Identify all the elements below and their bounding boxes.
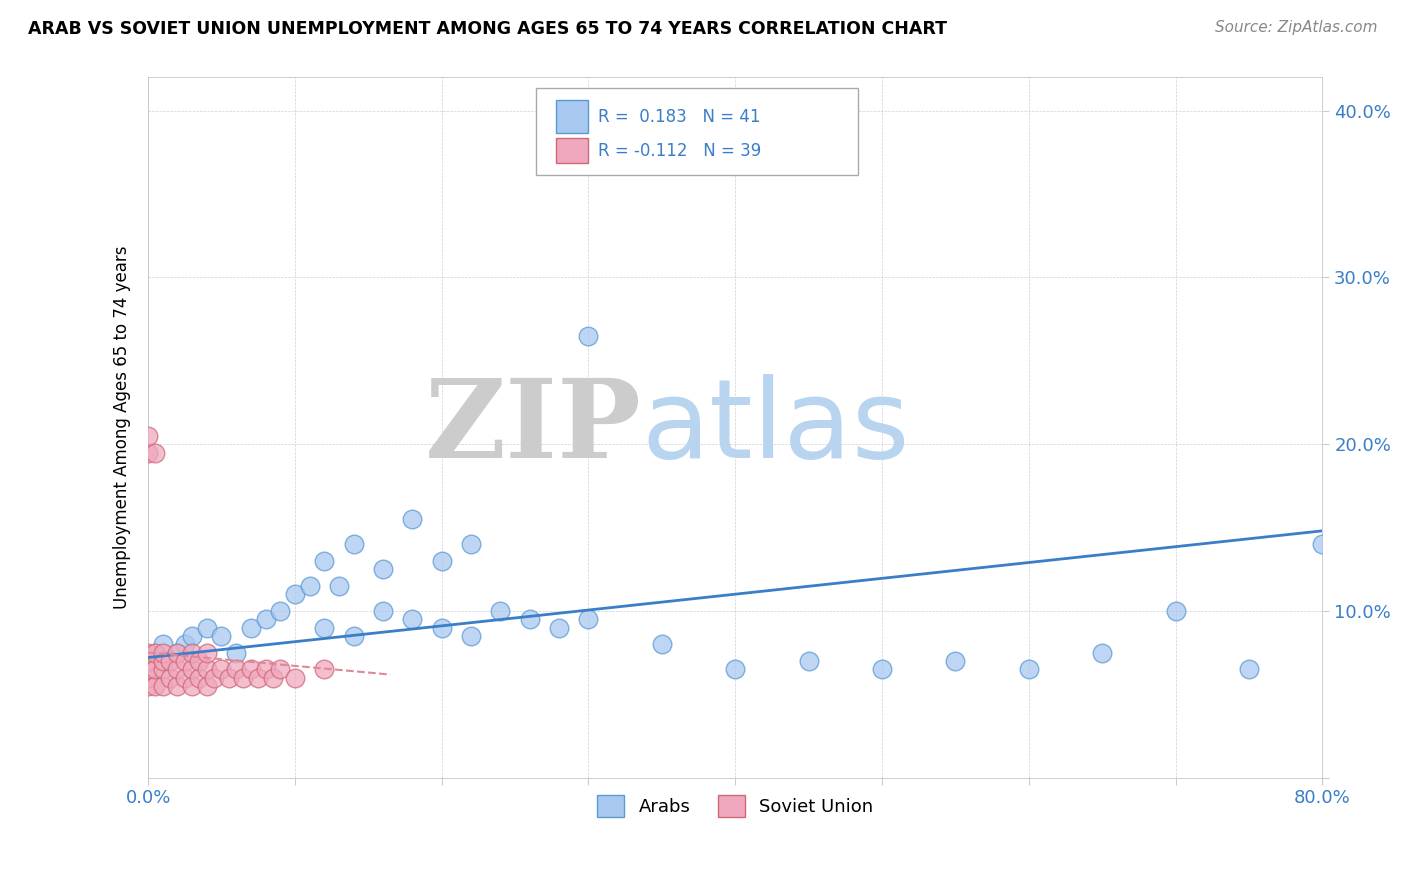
- Point: [342, 629, 364, 643]
- Point: [430, 621, 453, 635]
- Point: [262, 671, 284, 685]
- Text: R =  0.183   N = 41: R = 0.183 N = 41: [598, 108, 761, 126]
- Point: [578, 612, 600, 626]
- Point: [239, 662, 262, 676]
- Point: [401, 512, 423, 526]
- Point: [166, 662, 188, 676]
- Point: [1164, 604, 1187, 618]
- Point: [651, 637, 673, 651]
- Point: [136, 646, 159, 660]
- Point: [136, 429, 159, 443]
- Point: [145, 679, 167, 693]
- Point: [298, 579, 321, 593]
- Point: [136, 671, 159, 685]
- Point: [181, 662, 204, 676]
- Point: [211, 629, 233, 643]
- Point: [159, 671, 181, 685]
- Point: [1310, 537, 1333, 551]
- Point: [195, 646, 218, 660]
- Text: Source: ZipAtlas.com: Source: ZipAtlas.com: [1215, 20, 1378, 35]
- Point: [225, 646, 247, 660]
- Point: [1091, 646, 1114, 660]
- Point: [166, 679, 188, 693]
- Point: [173, 671, 195, 685]
- Point: [166, 646, 188, 660]
- Point: [460, 629, 482, 643]
- Point: [724, 662, 747, 676]
- Point: [211, 662, 233, 676]
- Text: ARAB VS SOVIET UNION UNEMPLOYMENT AMONG AGES 65 TO 74 YEARS CORRELATION CHART: ARAB VS SOVIET UNION UNEMPLOYMENT AMONG …: [28, 20, 948, 37]
- Point: [254, 662, 277, 676]
- Y-axis label: Unemployment Among Ages 65 to 74 years: Unemployment Among Ages 65 to 74 years: [114, 246, 131, 609]
- Point: [578, 328, 600, 343]
- Point: [489, 604, 512, 618]
- Point: [371, 604, 394, 618]
- Point: [254, 612, 277, 626]
- Point: [195, 679, 218, 693]
- Point: [430, 554, 453, 568]
- Point: [460, 537, 482, 551]
- Point: [181, 629, 204, 643]
- Point: [284, 671, 307, 685]
- Point: [328, 579, 350, 593]
- Point: [342, 537, 364, 551]
- Point: [173, 637, 195, 651]
- Point: [519, 612, 541, 626]
- Point: [152, 679, 174, 693]
- Point: [269, 662, 291, 676]
- Point: [136, 662, 159, 676]
- Point: [239, 621, 262, 635]
- Point: [195, 662, 218, 676]
- Point: [284, 587, 307, 601]
- FancyBboxPatch shape: [536, 88, 859, 176]
- Point: [181, 646, 204, 660]
- Text: R = -0.112   N = 39: R = -0.112 N = 39: [598, 142, 761, 160]
- Point: [136, 654, 159, 668]
- Point: [188, 654, 211, 668]
- Point: [371, 562, 394, 576]
- FancyBboxPatch shape: [555, 138, 589, 163]
- Point: [314, 554, 336, 568]
- Point: [195, 621, 218, 635]
- Point: [145, 445, 167, 459]
- Point: [202, 671, 225, 685]
- FancyBboxPatch shape: [555, 100, 589, 134]
- Point: [152, 662, 174, 676]
- Point: [145, 646, 167, 660]
- Point: [401, 612, 423, 626]
- Point: [152, 646, 174, 660]
- Point: [232, 671, 254, 685]
- Point: [136, 679, 159, 693]
- Point: [314, 662, 336, 676]
- Point: [1237, 662, 1260, 676]
- Point: [218, 671, 240, 685]
- Text: atlas: atlas: [641, 374, 910, 481]
- Point: [225, 662, 247, 676]
- Text: ZIP: ZIP: [425, 374, 641, 481]
- Point: [548, 621, 571, 635]
- Point: [152, 654, 174, 668]
- Point: [181, 679, 204, 693]
- Point: [173, 654, 195, 668]
- Point: [136, 445, 159, 459]
- Point: [870, 662, 893, 676]
- Point: [269, 604, 291, 618]
- Point: [152, 637, 174, 651]
- Point: [797, 654, 820, 668]
- Legend: Arabs, Soviet Union: Arabs, Soviet Union: [591, 788, 880, 824]
- Point: [166, 646, 188, 660]
- Point: [145, 646, 167, 660]
- Point: [314, 621, 336, 635]
- Point: [145, 662, 167, 676]
- Point: [1018, 662, 1040, 676]
- Point: [247, 671, 270, 685]
- Point: [188, 671, 211, 685]
- Point: [943, 654, 966, 668]
- Point: [159, 654, 181, 668]
